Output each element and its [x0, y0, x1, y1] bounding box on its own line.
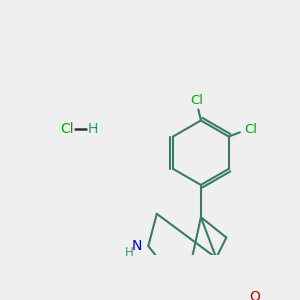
Text: H: H: [87, 122, 98, 136]
Text: Cl: Cl: [190, 94, 203, 107]
Text: H: H: [125, 246, 134, 259]
Text: Cl: Cl: [60, 122, 74, 136]
Text: N: N: [131, 239, 142, 253]
Text: Cl: Cl: [244, 123, 257, 136]
Text: O: O: [249, 290, 260, 300]
